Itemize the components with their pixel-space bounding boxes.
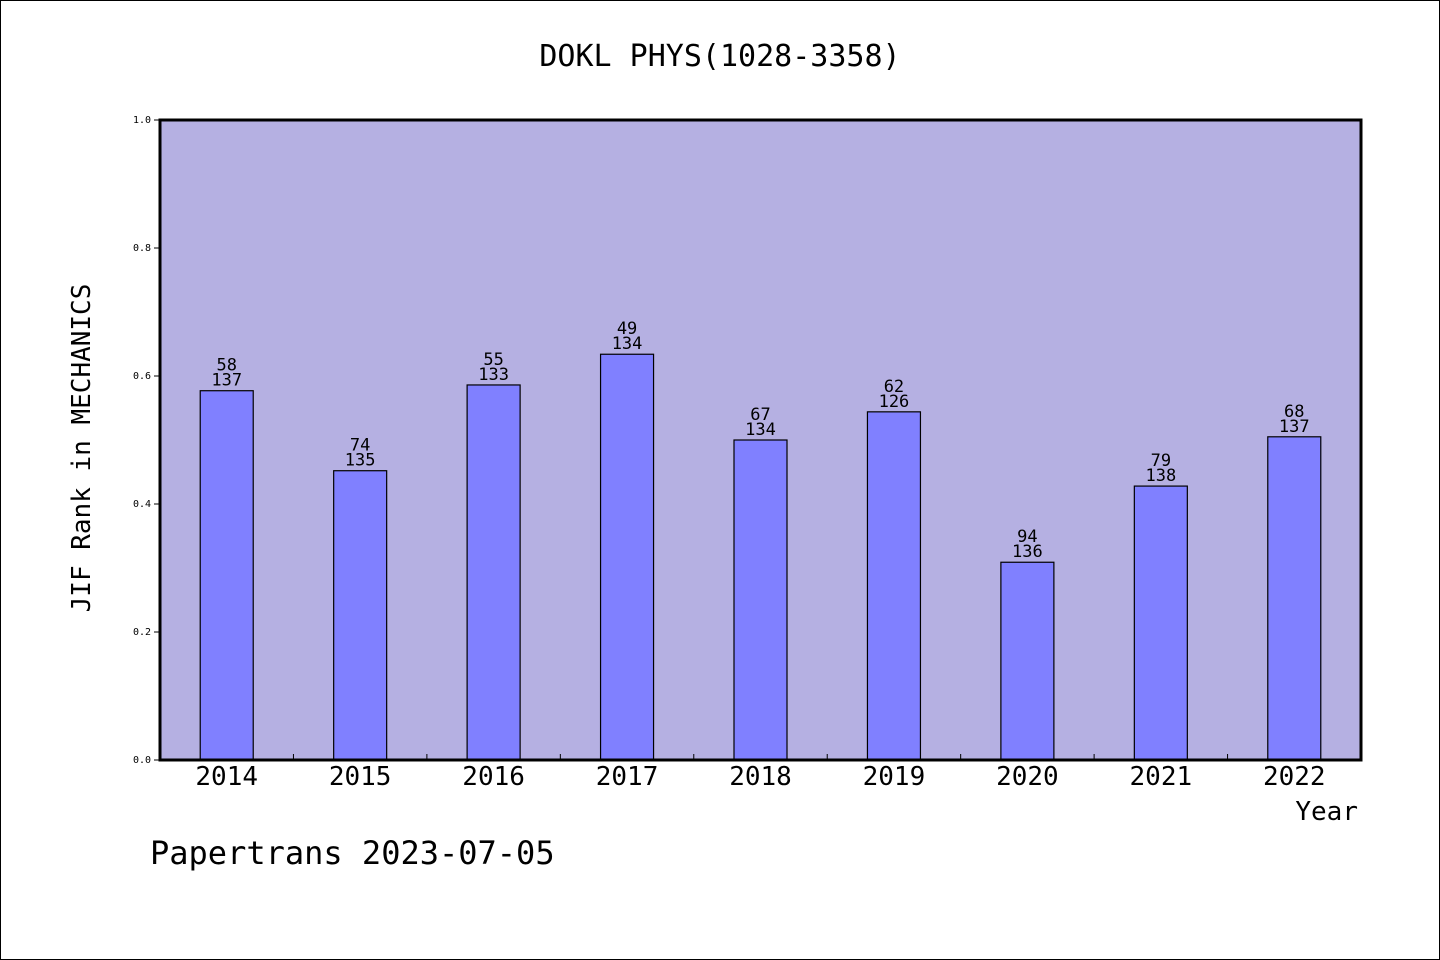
bar-2017 — [599, 353, 655, 761]
bar-total-label: 134 — [745, 420, 776, 440]
bar-total-label: 137 — [211, 371, 242, 391]
bar-2021 — [1133, 485, 1188, 761]
x-axis-label: Year — [1295, 797, 1358, 827]
bar-2019 — [866, 411, 922, 761]
bar-rank-label: 55 — [483, 350, 503, 370]
bar-2022 — [1267, 436, 1322, 761]
bar-2015 — [333, 470, 388, 761]
bar-rank-label: 67 — [750, 405, 770, 425]
bar-total-label: 136 — [1012, 542, 1043, 562]
bar-total-label: 135 — [345, 451, 376, 471]
x-tick-label: 2015 — [329, 762, 392, 792]
bar-total-label: 133 — [478, 365, 509, 385]
plot-border — [158, 118, 1363, 762]
chart-title: DOKL PHYS(1028-3358) — [539, 39, 900, 74]
y-tick-label: 0.8 — [133, 243, 151, 254]
bar-2018 — [733, 439, 788, 761]
y-tick-label: 0.4 — [133, 499, 151, 510]
bar-total-label: 126 — [879, 392, 910, 412]
x-tick-label: 2017 — [596, 762, 659, 792]
bar-rank-label: 94 — [1017, 527, 1037, 547]
bar-rank-label: 58 — [216, 356, 236, 376]
x-tick-label: 2020 — [996, 762, 1059, 792]
x-tick-label: 2021 — [1130, 762, 1193, 792]
x-tick-label: 2018 — [729, 762, 792, 792]
y-tick-label: 0.2 — [133, 627, 151, 638]
bar-rank-label: 49 — [617, 319, 637, 339]
bar-total-label: 134 — [612, 334, 643, 354]
bar-2014 — [199, 390, 254, 761]
bar-total-label: 137 — [1279, 417, 1310, 437]
x-tick-label: 2016 — [462, 762, 525, 792]
bar-total-label: 138 — [1145, 466, 1176, 486]
x-tick-label: 2022 — [1263, 762, 1326, 792]
y-tick-label: 1.0 — [133, 115, 151, 126]
bar-2016 — [466, 384, 521, 761]
bar-rank-label: 74 — [350, 436, 370, 456]
bar-rank-label: 62 — [884, 377, 904, 397]
x-tick-label: 2019 — [863, 762, 926, 792]
bar-rank-label: 79 — [1151, 451, 1171, 471]
bar-rank-label: 68 — [1284, 402, 1304, 422]
footer-text: Papertrans 2023-07-05 — [150, 834, 555, 872]
x-tick-label: 2014 — [195, 762, 258, 792]
bar-2020 — [1000, 561, 1055, 761]
y-axis-label: JIF Rank in MECHANICS — [67, 284, 97, 613]
y-tick-label: 0.0 — [133, 755, 151, 766]
y-tick-label: 0.6 — [133, 371, 151, 382]
